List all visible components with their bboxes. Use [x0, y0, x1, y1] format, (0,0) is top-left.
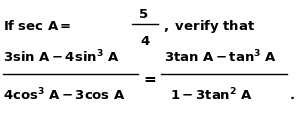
Text: $\mathbf{3sin\ A - 4sin^3\ A}$: $\mathbf{3sin\ A - 4sin^3\ A}$ — [3, 49, 119, 65]
Text: $\mathbf{1 - 3tan^2\ A}$: $\mathbf{1 - 3tan^2\ A}$ — [170, 87, 253, 104]
Text: $\mathbf{4}$: $\mathbf{4}$ — [140, 35, 150, 48]
Text: $\mathbf{.}$: $\mathbf{.}$ — [289, 89, 294, 102]
Text: $\mathbf{=}$: $\mathbf{=}$ — [141, 70, 158, 85]
Text: $\mathbf{4cos^3\ A - 3cos\ A}$: $\mathbf{4cos^3\ A - 3cos\ A}$ — [3, 87, 125, 104]
Text: $\mathbf{3tan\ A - tan^3\ A}$: $\mathbf{3tan\ A - tan^3\ A}$ — [164, 49, 277, 65]
Text: $\mathbf{If\ sec\ A =}$: $\mathbf{If\ sec\ A =}$ — [3, 19, 71, 33]
Text: $\mathbf{,\ verify\ that}$: $\mathbf{,\ verify\ that}$ — [163, 18, 255, 35]
Text: $\mathbf{5}$: $\mathbf{5}$ — [138, 8, 149, 21]
